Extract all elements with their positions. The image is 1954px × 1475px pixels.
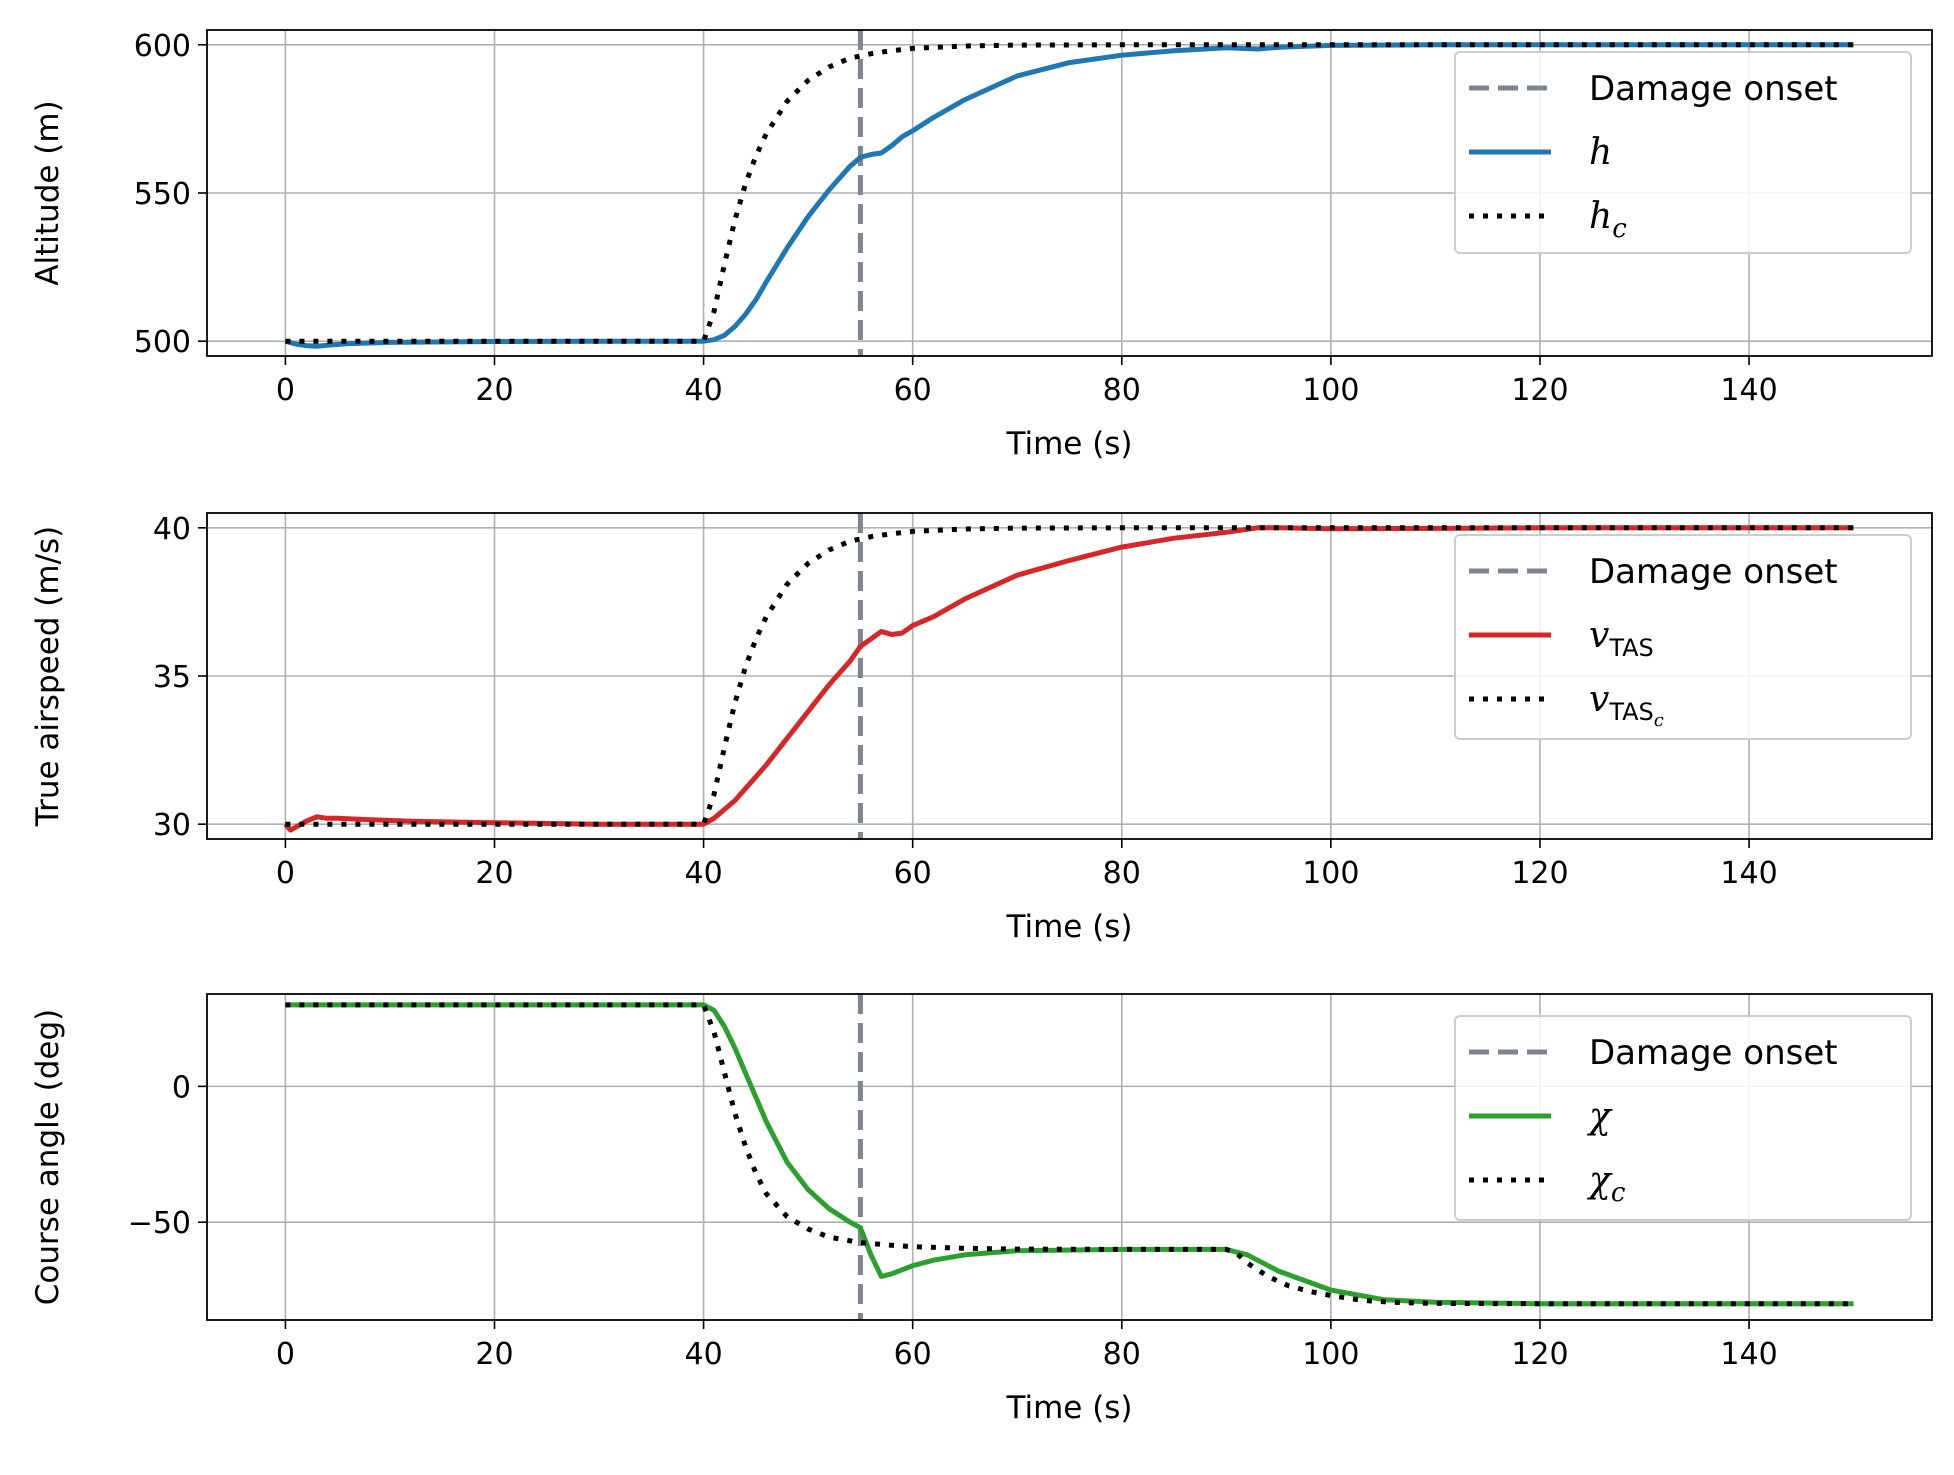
y-tick-label: 0 <box>172 1070 191 1105</box>
legend-label: vTASc <box>1589 679 1664 731</box>
legend-label: Damage onset <box>1589 69 1838 109</box>
y-tick-label: 600 <box>134 29 191 64</box>
x-tick-label: 100 <box>1302 1337 1359 1372</box>
x-tick-label: 20 <box>475 373 513 408</box>
x-tick-label: 140 <box>1720 1337 1777 1372</box>
y-axis-label: Altitude (m) <box>30 100 66 285</box>
legend-label-main: χ <box>1586 1096 1613 1137</box>
y-tick-label: −50 <box>128 1206 191 1241</box>
legend-box <box>1454 51 1912 254</box>
x-tick-label: 60 <box>894 373 932 408</box>
x-tick-label: 120 <box>1511 1337 1568 1372</box>
response-series-line <box>283 525 1854 833</box>
command-series-line <box>285 42 1854 344</box>
panel-1: 0 20 40 60 80 100 120 140 500 550 600 Time (s) Altit… <box>30 29 1933 462</box>
legend-label: Damage onset <box>1589 552 1838 592</box>
command-series-line <box>285 1002 1854 1307</box>
y-tick-label: 550 <box>134 177 191 212</box>
legend-label: χ <box>1586 1096 1613 1137</box>
x-tick-label: 40 <box>684 373 722 408</box>
response-series-line <box>285 1002 1854 1307</box>
y-tick-label: 40 <box>153 512 191 547</box>
x-tick-label: 140 <box>1720 856 1777 891</box>
axes-frame <box>206 993 1933 1321</box>
y-tick-label: 35 <box>153 660 191 695</box>
legend-box <box>1454 1015 1912 1221</box>
x-tick-label: 0 <box>276 373 295 408</box>
plot-area <box>283 513 1854 839</box>
x-tick-label: 20 <box>475 1337 513 1372</box>
legend-label-subscript: c <box>1611 1178 1626 1208</box>
x-tick-label: 40 <box>684 1337 722 1372</box>
plot-area <box>285 994 1854 1320</box>
x-tick-label: 120 <box>1511 856 1568 891</box>
x-tick-label: 140 <box>1720 373 1777 408</box>
legend-label-main: v <box>1589 679 1609 720</box>
legend-label-main: Damage onset <box>1589 1033 1838 1073</box>
x-tick-label: 80 <box>1103 1337 1141 1372</box>
legend-label: vTAS <box>1589 615 1654 662</box>
x-axis-label: Time (s) <box>1005 1390 1132 1426</box>
x-tick-label: 0 <box>276 856 295 891</box>
legend-label-subscript: TAS <box>1608 698 1653 726</box>
x-tick-label: 120 <box>1511 373 1568 408</box>
x-axis-label: Time (s) <box>1005 909 1132 945</box>
legend-label: h <box>1589 132 1612 173</box>
x-tick-label: 100 <box>1302 373 1359 408</box>
legend-label-main: v <box>1589 615 1609 656</box>
axes-frame <box>206 512 1933 840</box>
legend-label: χc <box>1586 1160 1626 1208</box>
x-tick-label: 80 <box>1103 373 1141 408</box>
y-tick-label: 500 <box>134 325 191 360</box>
x-tick-label: 100 <box>1302 856 1359 891</box>
legend-label: Damage onset <box>1589 1033 1838 1073</box>
x-tick-label: 60 <box>894 856 932 891</box>
response-series-line <box>284 42 1854 349</box>
x-tick-label: 20 <box>475 856 513 891</box>
x-tick-label: 40 <box>684 856 722 891</box>
x-tick-label: 60 <box>894 1337 932 1372</box>
y-axis-label: True airspeed (m/s) <box>30 526 66 828</box>
legend-label-subscript: c <box>1612 214 1627 244</box>
legend-label-main: Damage onset <box>1589 69 1838 109</box>
x-axis-label: Time (s) <box>1005 426 1132 462</box>
x-tick-label: 0 <box>276 1337 295 1372</box>
axes-frame <box>206 29 1933 357</box>
legend-box <box>1454 534 1912 740</box>
legend-label-main: h <box>1589 132 1612 173</box>
legend-label-subscript: TAS <box>1608 634 1653 662</box>
legend-label-main: χ <box>1586 1160 1613 1201</box>
plot-area <box>284 30 1854 356</box>
panel-2: 0 20 40 60 80 100 120 140 30 35 40 Time (s) True air… <box>30 512 1933 945</box>
legend-label: hc <box>1589 196 1627 244</box>
panel-3: 0 20 40 60 80 100 120 140 −50 0 Time (s) Course ang… <box>30 993 1933 1426</box>
x-tick-label: 80 <box>1103 856 1141 891</box>
legend-label-main: h <box>1589 196 1612 237</box>
legend-label-subsubscript: c <box>1654 710 1664 731</box>
command-series-line <box>285 525 1854 827</box>
legend-label-main: Damage onset <box>1589 552 1838 592</box>
y-tick-label: 30 <box>153 808 191 843</box>
y-axis-label: Course angle (deg) <box>30 1009 66 1306</box>
